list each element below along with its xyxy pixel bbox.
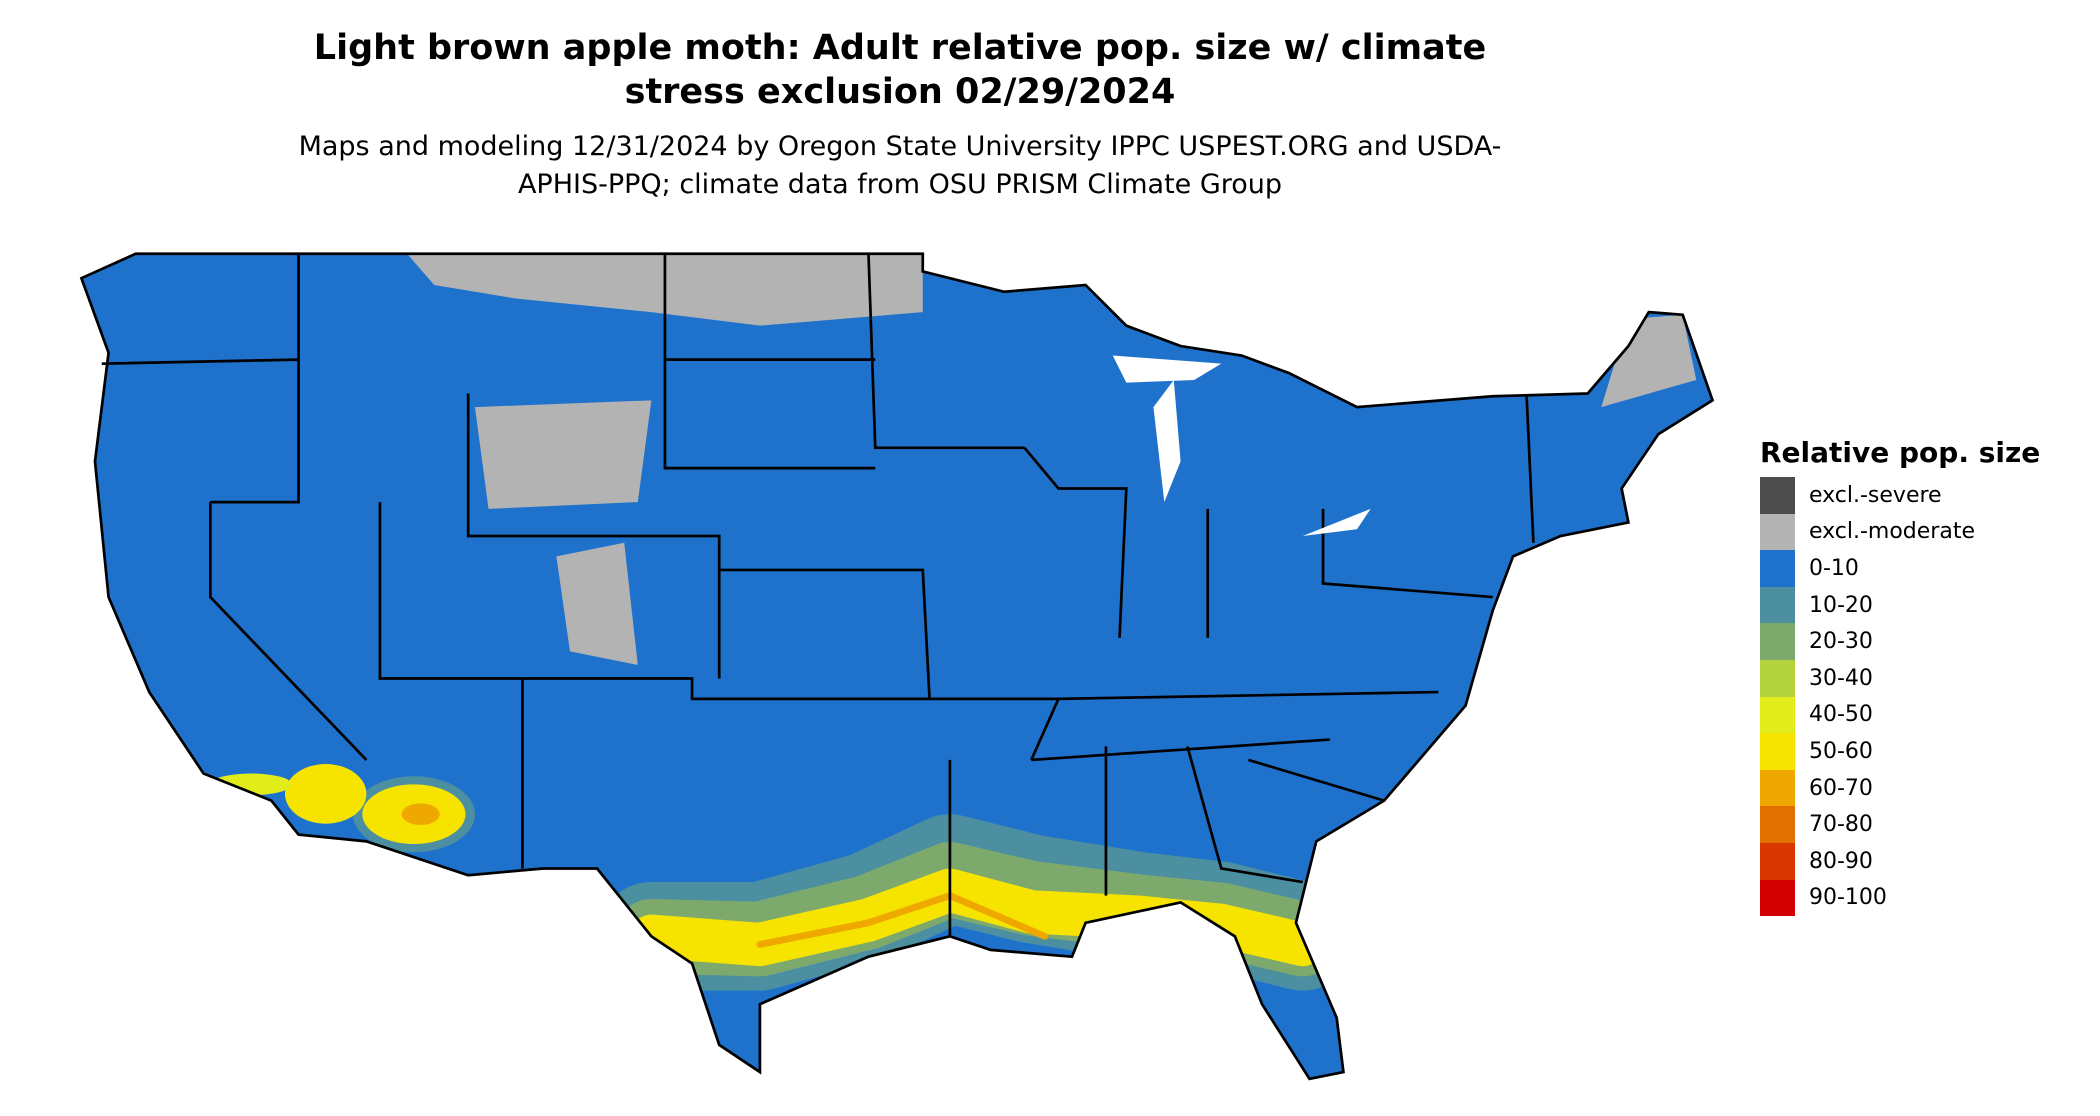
legend-item: 40-50: [1760, 696, 2040, 734]
lakes: [1112, 355, 1371, 537]
southwest-band: [210, 763, 475, 853]
legend-title: Relative pop. size: [1760, 436, 2041, 469]
legend-item: 0-10: [1760, 550, 2040, 587]
legend-swatch: [1760, 513, 1795, 551]
legend-swatch: [1760, 733, 1795, 770]
legend-item: 20-30: [1760, 623, 2040, 660]
legend-swatch: [1760, 842, 1795, 880]
legend-items: excl.-severe excl.-moderate 0-10 10-20 20-30…: [1760, 477, 2040, 917]
legend-label: 40-50: [1809, 702, 1873, 728]
legend-swatch: [1760, 696, 1795, 734]
legend-label: 20-30: [1809, 629, 1873, 655]
legend-swatch: [1760, 659, 1795, 697]
state-borders: [80, 252, 1714, 1080]
legend-item: 90-100: [1760, 879, 2040, 917]
legend-item: 60-70: [1760, 769, 2040, 807]
legend-label: 10-20: [1809, 592, 1873, 618]
legend-swatch: [1760, 477, 1795, 514]
legend-item: excl.-severe: [1760, 477, 2040, 514]
legend-label: 90-100: [1809, 885, 1887, 911]
legend-item: excl.-moderate: [1760, 513, 2040, 551]
legend-label: 50-60: [1809, 738, 1873, 764]
legend-label: 30-40: [1809, 665, 1873, 691]
legend-label: excl.-moderate: [1809, 519, 1975, 545]
legend-label: 60-70: [1809, 775, 1873, 801]
legend-item: 70-80: [1760, 806, 2040, 843]
map: [80, 252, 1714, 1080]
legend-label: 70-80: [1809, 812, 1873, 838]
excl-area: [556, 542, 638, 665]
legend-label: excl.-severe: [1809, 482, 1942, 508]
legend-swatch: [1760, 623, 1795, 660]
legend-item: 80-90: [1760, 842, 2040, 880]
map-subtitle: Maps and modeling 12/31/2024 by Oregon S…: [298, 131, 1502, 200]
legend-swatch: [1760, 550, 1795, 587]
legend-item: 50-60: [1760, 733, 2040, 770]
map-title: Light brown apple moth: Adult relative p…: [313, 28, 1487, 112]
legend-item: 10-20: [1760, 586, 2040, 624]
legend-item: 30-40: [1760, 659, 2040, 697]
excl-area: [474, 400, 652, 509]
legend-swatch: [1760, 586, 1795, 624]
legend-label: 80-90: [1809, 848, 1873, 874]
map-area: [81, 253, 1713, 1079]
legend-swatch: [1760, 879, 1795, 917]
legend-label: 0-10: [1809, 555, 1859, 581]
legend: Relative pop. size excl.-severe excl.-mod…: [1760, 436, 2041, 917]
legend-swatch: [1760, 769, 1795, 807]
legend-swatch: [1760, 806, 1795, 843]
